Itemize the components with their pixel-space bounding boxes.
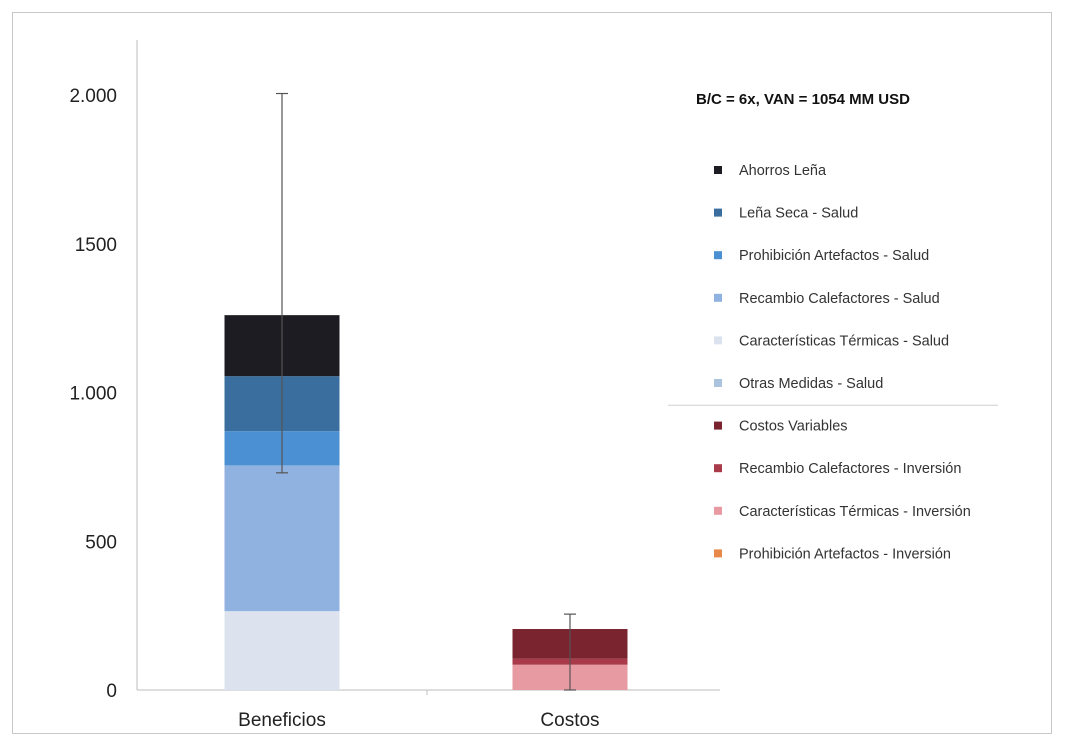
y-tick-label: 2.000 <box>69 86 117 107</box>
legend: Ahorros Leña Leña Seca - Salud Prohibición… <box>668 163 998 562</box>
legend-label: Prohibición Artefactos - Salud <box>739 248 929 264</box>
legend-swatch <box>714 379 722 387</box>
axes: 0 500 1.000 1500 2.000 Beneficios Costos <box>69 40 720 731</box>
legend-swatch <box>714 208 722 217</box>
legend-swatch <box>714 336 722 345</box>
y-tick-label: 500 <box>85 532 117 553</box>
x-category-label: Beneficios <box>238 710 326 731</box>
legend-label: Características Térmicas - Salud <box>739 333 949 349</box>
bars <box>224 315 628 690</box>
x-category-label: Costos <box>540 710 599 731</box>
legend-label: Costos Variables <box>739 419 848 435</box>
bar-segment <box>224 611 340 690</box>
bar-segment <box>224 465 340 612</box>
chart-frame <box>12 12 1052 734</box>
legend-label: Ahorros Leña <box>739 163 827 179</box>
legend-label: Características Térmicas - Inversión <box>739 504 971 520</box>
y-tick-label: 1.000 <box>69 384 117 405</box>
error-bars <box>276 92 576 691</box>
legend-label: Otras Medidas - Salud <box>739 376 883 392</box>
y-tick-label: 0 <box>106 681 117 702</box>
y-tick-label: 1500 <box>75 235 117 256</box>
legend-swatch <box>714 506 722 515</box>
legend-swatch <box>714 421 722 430</box>
legend-swatch <box>714 464 722 473</box>
chart-title: B/C = 6x, VAN = 1054 MM USD <box>696 91 910 108</box>
legend-label: Recambio Calefactores - Salud <box>739 291 940 307</box>
legend-label: Leña Seca - Salud <box>739 206 858 222</box>
legend-swatch <box>714 549 722 558</box>
legend-swatch <box>714 166 722 174</box>
legend-swatch <box>714 293 722 302</box>
legend-swatch <box>714 251 722 260</box>
legend-label: Recambio Calefactores - Inversión <box>739 461 961 477</box>
legend-label: Prohibición Artefactos - Inversión <box>739 546 951 562</box>
